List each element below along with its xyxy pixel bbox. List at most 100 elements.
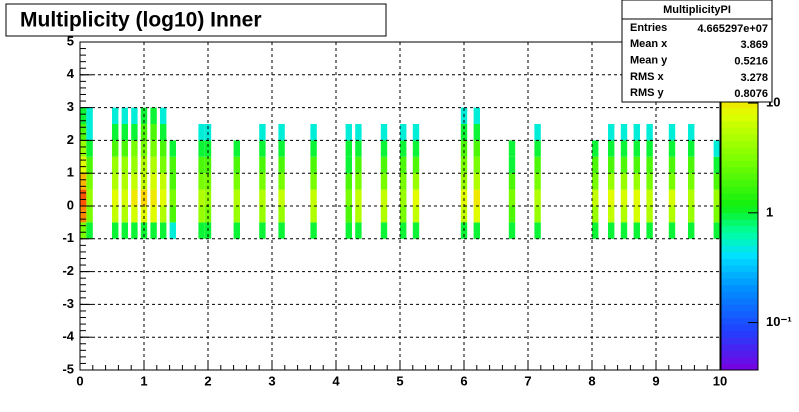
cell: [473, 189, 480, 206]
cell: [198, 206, 205, 223]
x-tick-label: 3: [268, 373, 275, 388]
cell: [668, 206, 676, 223]
cell: [608, 124, 615, 141]
cell: [355, 173, 362, 190]
palette-band: [721, 120, 758, 128]
cell: [646, 173, 653, 190]
cell: [534, 124, 541, 141]
cell: [592, 189, 599, 206]
x-tick-label: 5: [396, 373, 403, 388]
cell: [620, 222, 628, 239]
cell: [473, 156, 480, 174]
cell: [131, 206, 138, 223]
cell: [713, 156, 720, 174]
cell: [508, 156, 516, 174]
stats-label: Mean y: [630, 55, 668, 67]
cell: [620, 206, 628, 223]
cell: [259, 222, 266, 239]
cell: [160, 173, 167, 190]
cell: [400, 206, 407, 223]
cell: [112, 189, 119, 206]
stats-label: RMS y: [630, 87, 665, 99]
cell: [400, 173, 407, 190]
cell: [86, 140, 93, 157]
cell: [86, 206, 93, 223]
cell: [131, 189, 138, 206]
cell: [198, 222, 205, 239]
plot-frame: [79, 41, 721, 371]
cell: [668, 173, 676, 190]
cell: [204, 206, 212, 223]
palette-band: [721, 206, 758, 214]
cell: [121, 107, 128, 124]
cell: [259, 206, 266, 223]
cell: [380, 140, 388, 157]
y-tick-label: 3: [67, 99, 74, 114]
cell: [473, 173, 480, 190]
cell: [688, 173, 695, 190]
x-tick-label: 0: [76, 373, 83, 388]
cell: [688, 124, 695, 141]
cell: [121, 156, 128, 174]
stats-value: 3.278: [740, 72, 768, 84]
cell: [688, 206, 695, 223]
cell: [355, 222, 362, 239]
cell: [160, 140, 167, 157]
cell: [345, 140, 352, 157]
palette-band: [721, 153, 758, 161]
cell: [80, 156, 87, 174]
palette-band: [721, 107, 758, 115]
palette-band: [721, 114, 758, 122]
palette-band: [721, 219, 758, 227]
palette-band: [721, 199, 758, 207]
cell: [473, 222, 480, 239]
cell: [140, 206, 148, 223]
cell: [131, 124, 138, 141]
cell: [608, 173, 615, 190]
y-tick-label: 2: [67, 132, 74, 147]
cell: [633, 206, 640, 223]
cell: [278, 206, 285, 223]
cell: [460, 140, 468, 157]
z-tick-label: 10⁻¹: [766, 314, 792, 329]
cell: [131, 107, 138, 124]
x-tick-label: 10: [713, 373, 727, 388]
cell: [608, 206, 615, 223]
cell: [534, 206, 541, 223]
cell: [160, 107, 167, 124]
cell: [198, 173, 205, 190]
cell: [400, 140, 407, 157]
cell: [121, 124, 128, 141]
cell: [412, 124, 420, 141]
cell: [278, 222, 285, 239]
cell: [86, 222, 93, 239]
cell: [608, 156, 615, 174]
cell: [198, 140, 205, 157]
cell: [534, 222, 541, 239]
palette-band: [721, 232, 758, 240]
cell: [380, 222, 388, 239]
palette-band: [721, 337, 758, 345]
cell: [633, 222, 640, 239]
cell: [380, 173, 388, 190]
cell: [259, 189, 266, 206]
cell: [633, 173, 640, 190]
stats-label: RMS x: [630, 71, 665, 83]
cell: [121, 189, 128, 206]
cell: [668, 189, 676, 206]
cell: [620, 140, 628, 157]
cell: [620, 189, 628, 206]
palette-band: [721, 265, 758, 273]
cell: [169, 222, 176, 239]
cell: [380, 124, 388, 141]
cell: [380, 156, 388, 174]
cell: [345, 156, 352, 174]
cell: [80, 140, 87, 157]
cell: [131, 140, 138, 157]
cell: [150, 189, 157, 206]
palette-band: [721, 363, 758, 371]
cell: [121, 222, 128, 239]
cell: [112, 156, 119, 174]
cell: [345, 124, 352, 141]
